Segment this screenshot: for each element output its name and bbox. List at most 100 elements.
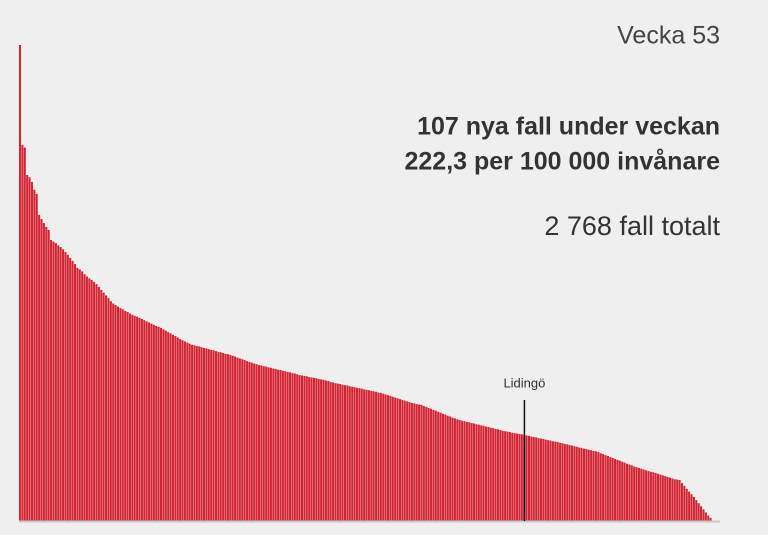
bar	[284, 371, 287, 521]
bar	[265, 366, 268, 521]
bar	[324, 380, 327, 521]
bar	[697, 503, 700, 521]
bar	[155, 325, 158, 521]
bar	[298, 375, 301, 521]
bar	[353, 387, 356, 521]
bar	[124, 310, 127, 521]
bar	[676, 479, 679, 521]
bar	[224, 353, 227, 521]
bar	[262, 366, 265, 521]
bar	[138, 317, 141, 521]
bar	[542, 438, 545, 521]
bar	[382, 393, 385, 521]
bar	[645, 470, 648, 521]
bar	[176, 337, 179, 521]
bar	[100, 289, 103, 521]
bar	[623, 462, 626, 521]
bar	[463, 421, 466, 521]
bar	[566, 444, 569, 521]
bar	[214, 351, 217, 521]
bar	[143, 320, 146, 521]
bar	[549, 440, 552, 521]
bar	[250, 362, 253, 521]
bar	[85, 276, 88, 521]
bar	[193, 345, 196, 521]
bar	[372, 391, 375, 521]
bar	[461, 420, 464, 521]
bar	[329, 382, 332, 521]
bar	[633, 466, 636, 521]
bar	[389, 396, 392, 521]
bar	[551, 441, 554, 521]
bar	[133, 315, 136, 521]
bar	[50, 240, 53, 522]
bar	[685, 488, 688, 521]
bar	[269, 367, 272, 521]
bar	[427, 407, 430, 521]
bar	[690, 494, 693, 521]
bar	[688, 491, 691, 521]
bar	[506, 431, 509, 521]
bar	[296, 374, 299, 521]
bar	[148, 322, 151, 521]
bar	[241, 359, 244, 521]
bar	[446, 415, 449, 521]
total: 2 768 fall totalt	[544, 211, 720, 241]
bar	[578, 447, 581, 521]
bar	[501, 430, 504, 521]
bar	[597, 452, 600, 521]
bar	[387, 395, 390, 521]
bar	[300, 375, 304, 521]
bar	[95, 284, 98, 521]
bar	[379, 392, 382, 521]
bar	[611, 457, 614, 521]
bar	[585, 449, 588, 521]
bar	[76, 267, 79, 521]
bar	[518, 433, 521, 521]
bar	[401, 399, 404, 521]
bar	[678, 479, 681, 521]
bar	[179, 339, 182, 521]
bar	[418, 404, 421, 521]
bar	[90, 279, 93, 521]
bar	[700, 506, 703, 521]
bar	[150, 323, 153, 521]
bar	[59, 247, 62, 521]
bar	[246, 361, 249, 521]
bar	[52, 241, 55, 522]
bar	[315, 378, 318, 521]
bar	[114, 305, 117, 521]
bar	[210, 349, 213, 521]
chart-title: Vecka 53	[617, 22, 720, 50]
bar	[494, 428, 497, 521]
bar	[571, 445, 574, 521]
bar	[217, 351, 220, 521]
bar	[403, 400, 406, 521]
bar	[482, 425, 485, 521]
bar	[112, 303, 115, 521]
bar	[164, 330, 167, 521]
bar	[212, 350, 215, 521]
bar	[181, 340, 184, 521]
headline: 222,3 per 100 000 invånare	[404, 148, 720, 176]
bar	[499, 430, 502, 521]
bar	[680, 483, 683, 521]
bar	[81, 271, 84, 521]
bar	[119, 308, 122, 521]
bar	[702, 509, 705, 521]
bar	[422, 406, 425, 521]
bar	[291, 373, 294, 521]
bar	[69, 257, 72, 521]
bar	[195, 346, 198, 521]
bar	[226, 354, 229, 521]
bar	[128, 313, 131, 521]
bar	[279, 370, 282, 521]
bar	[673, 479, 676, 521]
bar	[45, 226, 48, 522]
bar	[231, 355, 234, 521]
bar	[668, 477, 672, 521]
bar	[327, 380, 330, 521]
bar	[126, 312, 129, 521]
bar	[451, 417, 454, 521]
bar	[547, 440, 550, 521]
